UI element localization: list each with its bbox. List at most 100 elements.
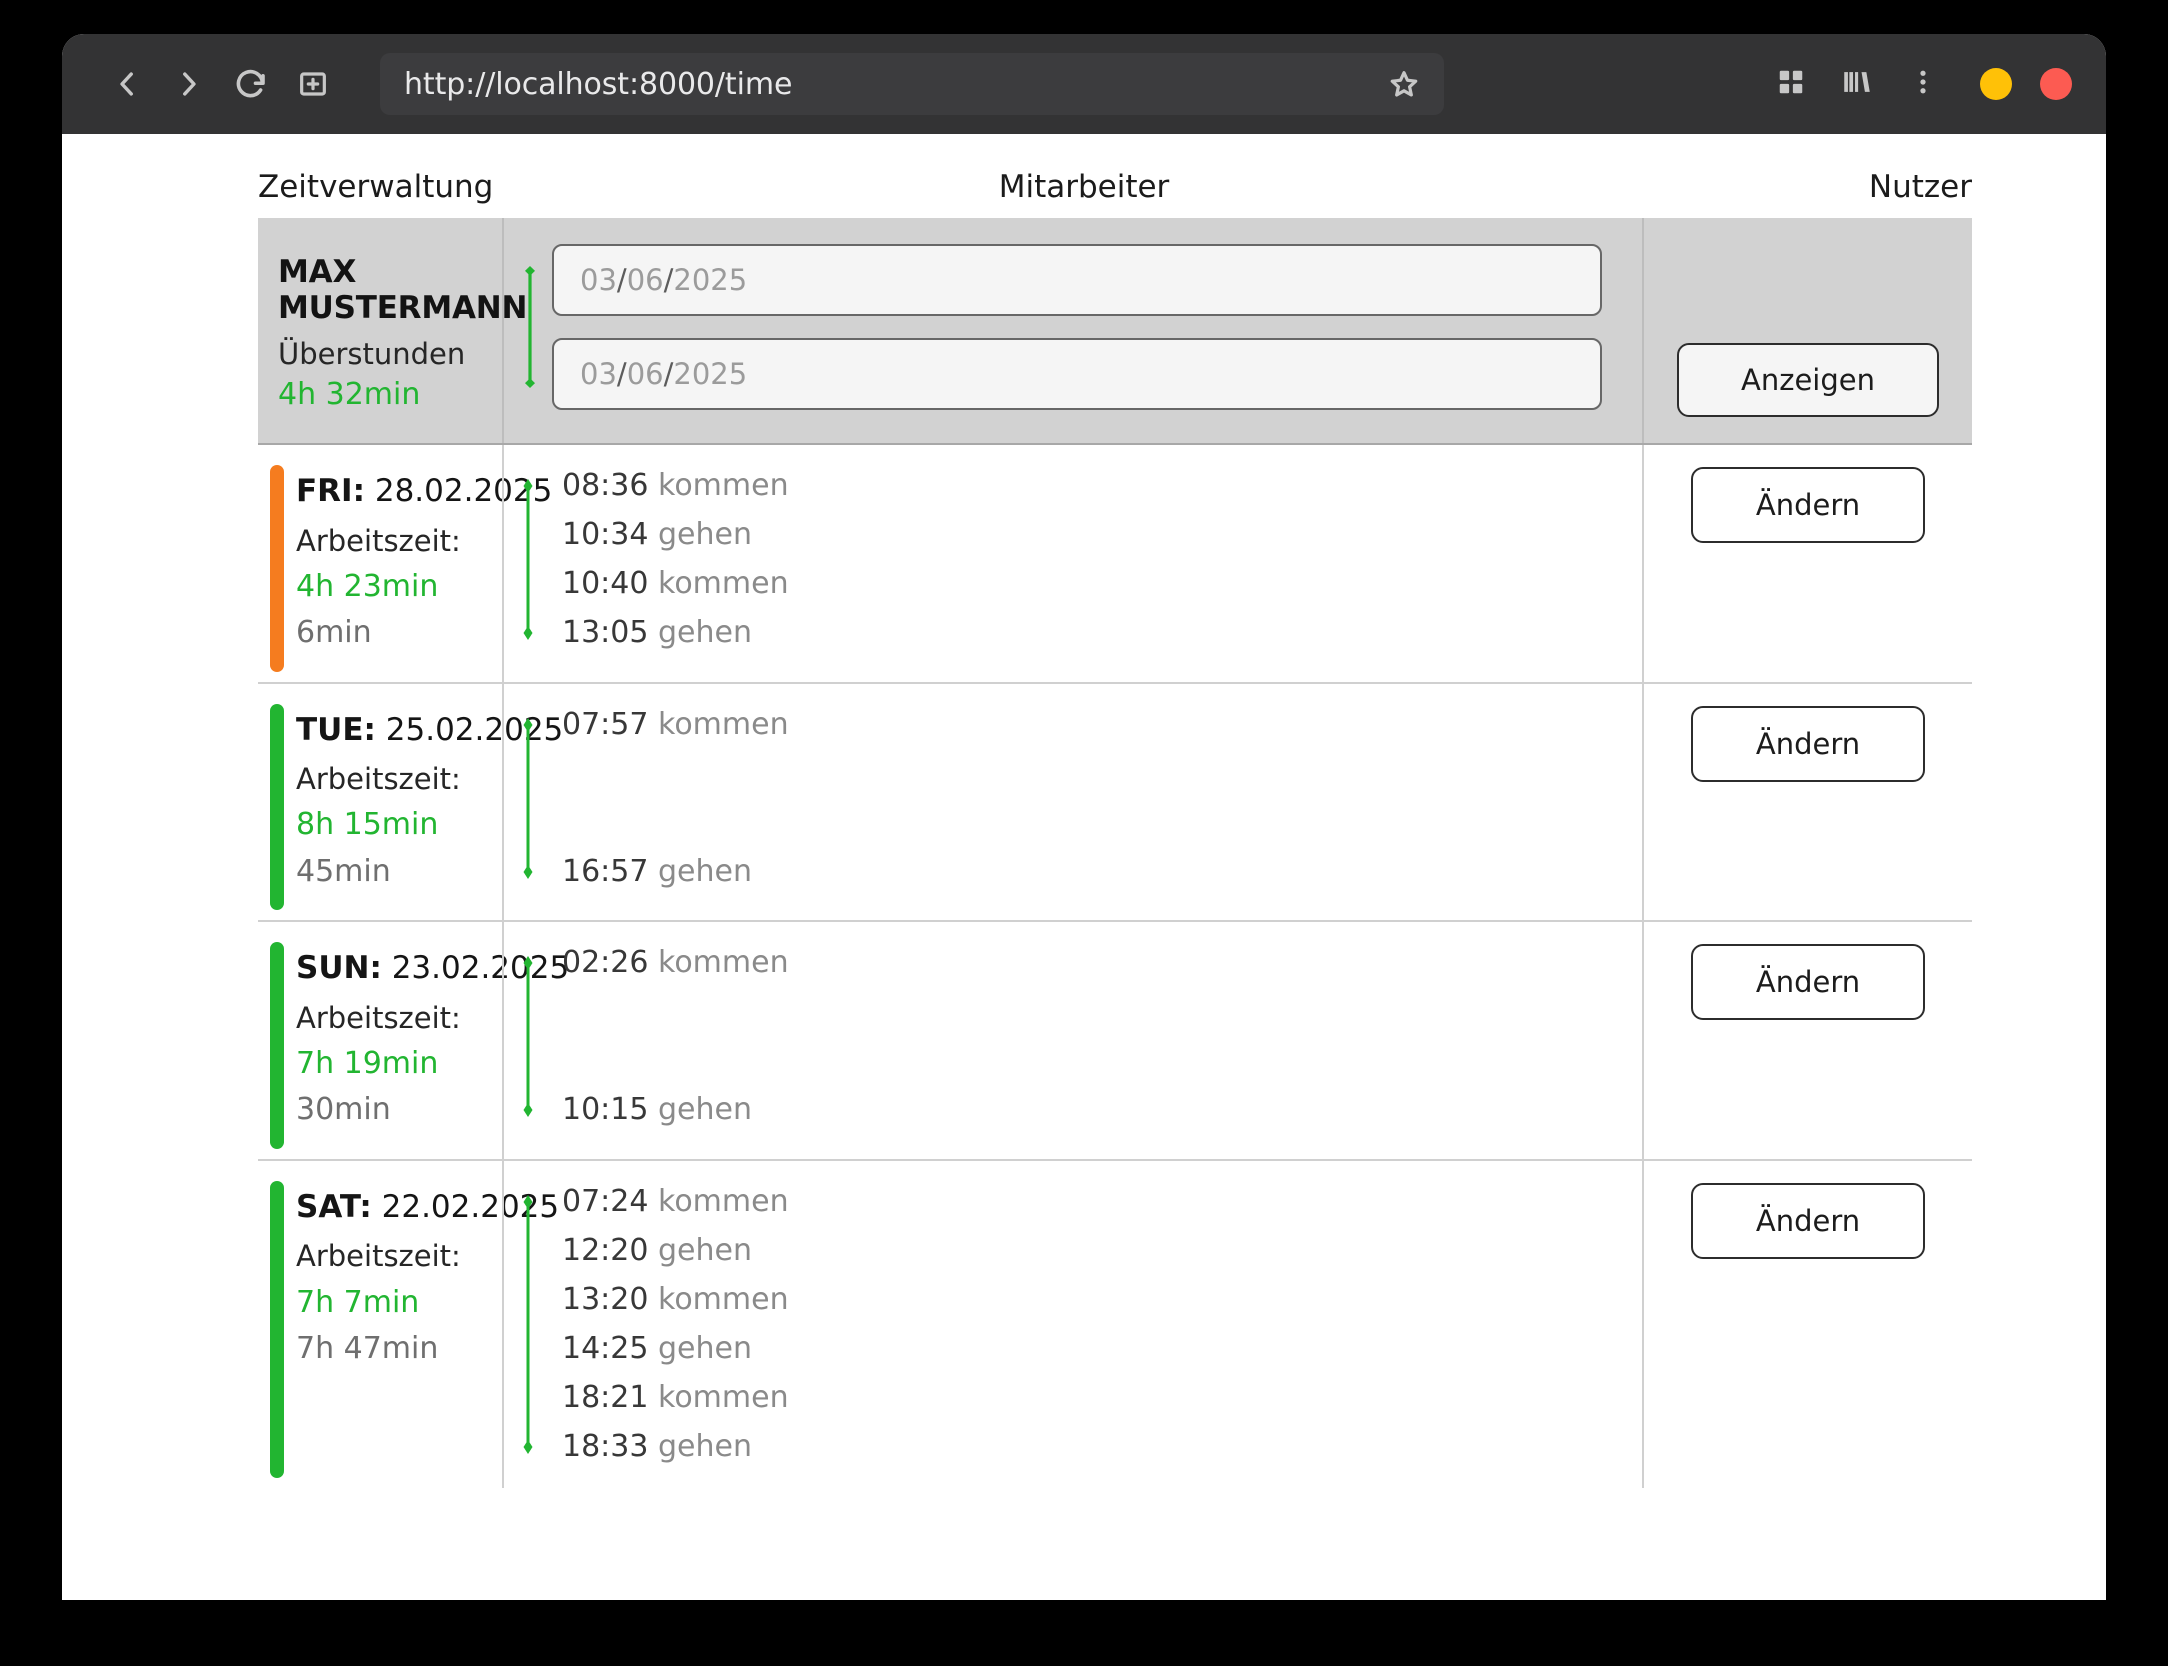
break-time-value: 7h 47min [296,1331,439,1367]
day-date: 25.02.2025 [385,711,564,748]
arbeitszeit-label: Arbeitszeit: [296,762,461,797]
entry-time: 16:57 [562,853,649,889]
url-text: http://localhost:8000/time [404,66,793,102]
entry-time: 18:33 [562,1428,649,1464]
app-menu-button[interactable] [1892,53,1954,115]
break-time-value: 6min [296,615,372,651]
entry-kind: kommen [658,706,789,742]
aendern-button[interactable]: Ändern [1691,944,1925,1021]
window-minimize-button[interactable] [1980,68,2012,100]
entry-time: 14:25 [562,1330,649,1366]
entry-time: 08:36 [562,468,649,504]
time-entry: 16:57 gehen [562,853,1642,889]
time-entry: 10:40 kommen [562,569,1642,599]
entry-time: 10:40 [562,566,649,602]
entry-kind: gehen [658,1092,752,1128]
table-row: TUE: 25.02.2025 Arbeitszeit: 8h 15min 45min… [258,683,1972,923]
browser-window: http://localhost:8000/time [62,34,2106,1600]
time-axis-icon [522,717,534,880]
day-date: 22.02.2025 [381,1188,560,1225]
time-rows-host: FRI: 28.02.2025 Arbeitszeit: 4h 23min 6min 0… [258,445,1972,1488]
table-row: SUN: 23.02.2025 Arbeitszeit: 7h 19min 30min… [258,922,1972,1161]
time-entry [562,808,1642,838]
edit-button-cell: Ändern [1642,1160,1972,1488]
show-button-cell: Anzeigen [1642,218,1972,444]
overtime-value: 4h 32min [278,377,421,413]
entry-kind: gehen [658,615,752,651]
employee-summary-cell: MAX MUSTERMANN Überstunden 4h 32min [258,218,528,443]
aendern-button[interactable]: Ändern [1691,705,1925,782]
star-icon[interactable] [1382,62,1426,106]
page-content: Zeitverwaltung Mitarbeiter Nutzer MAX MU… [62,134,2106,1600]
time-entries-list: 07:57 kommen 16:57 gehen [504,684,1642,913]
range-axis-icon [524,266,536,388]
window-close-button[interactable] [2040,68,2072,100]
status-bar-indicator [270,465,284,672]
edit-button-cell: Ändern [1642,683,1972,921]
day-date-label: SAT: 22.02.2025 [296,1187,559,1227]
date-from-input[interactable]: 03/06/2025 [552,244,1602,316]
day-of-week: FRI: [296,473,365,510]
entry-kind: kommen [658,945,789,981]
entry-kind: kommen [658,1281,789,1317]
entry-kind: kommen [658,1183,789,1219]
aendern-button[interactable]: Ändern [1691,1182,1925,1259]
table-row: SAT: 22.02.2025 Arbeitszeit: 7h 7min 7h 47m… [258,1160,1972,1488]
day-summary-cell: FRI: 28.02.2025 Arbeitszeit: 4h 23min 6min [258,445,552,682]
table-row: FRI: 28.02.2025 Arbeitszeit: 4h 23min 6min 0… [258,445,1972,684]
forward-button[interactable] [158,53,220,115]
time-entries-cell: 07:24 kommen 12:20 gehen 13:20 kommen 14:25… [502,1160,1642,1488]
sidebar-toggle-icon [297,68,329,100]
date-to-input[interactable]: 03/06/2025 [552,338,1602,410]
time-axis-icon [522,955,534,1118]
employee-name-line2: MUSTERMANN [278,290,528,327]
day-date-label: TUE: 25.02.2025 [296,710,563,750]
toolbar-right-group [1760,53,2078,115]
day-date-label: FRI: 28.02.2025 [296,471,552,511]
entry-time: 18:21 [562,1379,649,1415]
time-table: MAX MUSTERMANN Überstunden 4h 32min [258,218,1972,1488]
nav-item-nutzer[interactable]: Nutzer [1868,169,1972,205]
day-date: 23.02.2025 [391,950,570,987]
work-time-value: 8h 15min [296,807,439,843]
time-entries-list: 07:24 kommen 12:20 gehen 13:20 kommen 14:25… [504,1161,1642,1488]
nav-item-zeitverwaltung[interactable]: Zeitverwaltung [258,169,494,205]
time-entry: 07:24 kommen [562,1183,1642,1219]
time-entry: 13:20 kommen [562,1281,1642,1317]
day-of-week: TUE: [296,711,376,748]
app-nav: Zeitverwaltung Mitarbeiter Nutzer [62,156,2106,218]
time-entry: 08:36 kommen [562,471,1642,501]
time-entries-cell: 02:26 kommen 10:15 gehen [502,922,1642,1159]
nav-item-mitarbeiter[interactable]: Mitarbeiter [998,169,1170,205]
day-summary-cell: TUE: 25.02.2025 Arbeitszeit: 8h 15min 45min [258,684,563,921]
date-from-placeholder: 03/06/2025 [580,263,748,297]
url-bar[interactable]: http://localhost:8000/time [380,53,1444,115]
time-entries-cell: 08:36 kommen 10:34 gehen 10:40 kommen 13:05… [502,445,1642,682]
sidebar-toggle-button[interactable] [282,53,344,115]
entry-kind: kommen [658,566,789,602]
entry-kind: gehen [658,517,752,553]
time-entry [562,997,1642,1027]
time-entry: 12:20 gehen [562,1235,1642,1266]
aendern-button[interactable]: Ändern [1691,467,1925,544]
day-of-week: SAT: [296,1188,372,1225]
summary-row: MAX MUSTERMANN Überstunden 4h 32min [258,218,1972,446]
break-time-value: 45min [296,853,391,889]
overtime-label: Überstunden [278,336,466,371]
back-button[interactable] [96,53,158,115]
break-time-value: 30min [296,1092,391,1128]
three-dot-menu-icon [1908,67,1938,101]
day-date-label: SUN: 23.02.2025 [296,948,569,988]
time-entries-list: 08:36 kommen 10:34 gehen 10:40 kommen 13:05… [504,445,1642,674]
anzeigen-button[interactable]: Anzeigen [1677,343,1939,418]
status-bar-indicator [270,942,284,1149]
extensions-button[interactable] [1760,53,1822,115]
entry-time: 02:26 [562,945,649,981]
edit-button-cell: Ändern [1642,445,1972,682]
library-books-icon [1840,65,1874,103]
entry-kind: gehen [658,853,752,889]
time-entry [562,759,1642,789]
reload-button[interactable] [220,53,282,115]
library-button[interactable] [1826,53,1888,115]
time-entries-list: 02:26 kommen 10:15 gehen [504,922,1642,1151]
